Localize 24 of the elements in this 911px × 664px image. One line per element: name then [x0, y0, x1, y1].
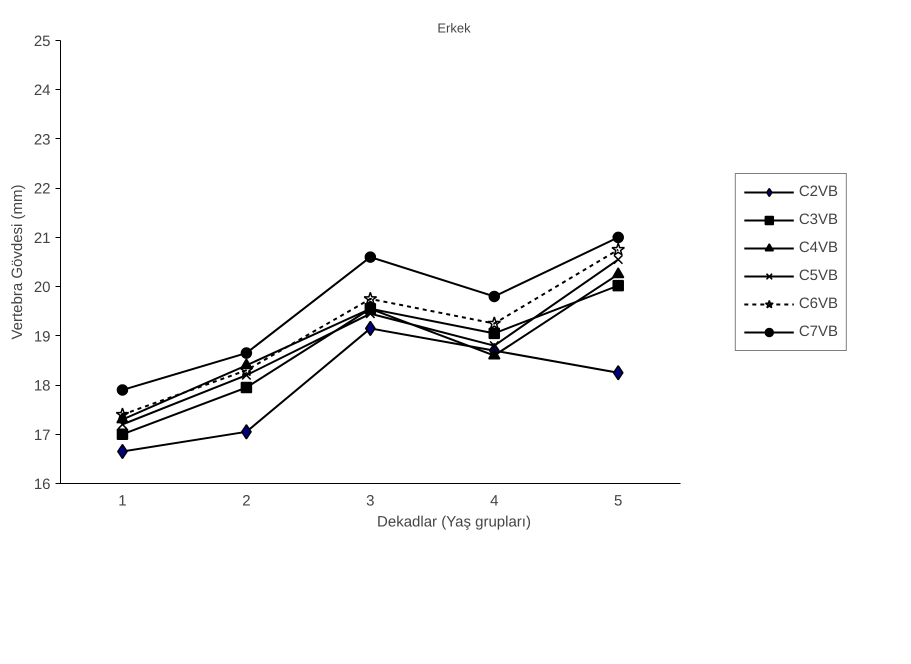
y-tick-label: 16 [34, 476, 51, 493]
y-tick-label: 18 [34, 378, 51, 395]
y-tick-label: 23 [34, 131, 51, 148]
y-tick-label: 20 [34, 279, 51, 296]
x-tick-label: 3 [366, 492, 375, 510]
y-tick-label: 21 [34, 230, 51, 247]
y-axis-title: Vertebra Gövdesi (mm) [8, 184, 26, 340]
y-tick-label: 19 [34, 328, 51, 346]
y-tick-label: 17 [34, 426, 51, 444]
x-tick-label: 4 [490, 492, 498, 510]
legend-label: C2VB [798, 183, 838, 200]
y-tick-label: 22 [34, 180, 51, 198]
x-axis-title: Dekadlar (Yaş grupları) [377, 514, 531, 530]
legend-label: C7VB [798, 323, 838, 340]
legend-label: C5VB [798, 267, 838, 284]
legend-label: C4VB [798, 239, 838, 256]
x-tick-label: 2 [242, 492, 251, 510]
y-tick-label: 24 [34, 82, 51, 100]
x-tick-label: 1 [118, 492, 127, 510]
x-tick-label: 5 [614, 492, 622, 510]
legend-label: C6VB [798, 295, 838, 312]
y-tick-label: 25 [34, 33, 51, 50]
legend-label: C3VB [798, 211, 838, 228]
chart-title: Erkek [437, 20, 472, 36]
